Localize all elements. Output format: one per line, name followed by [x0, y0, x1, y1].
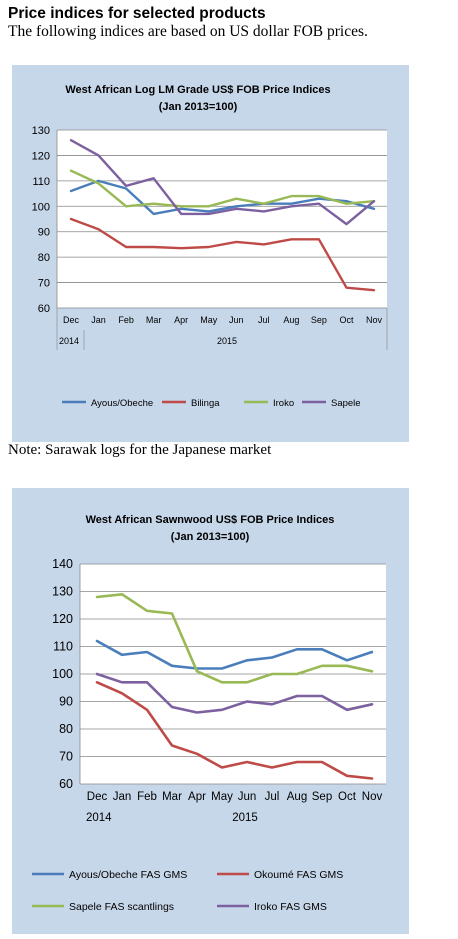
- y-tick-label: 120: [32, 150, 50, 162]
- plot-area: [57, 130, 387, 308]
- legend-label: Iroko FAS GMS: [254, 901, 327, 913]
- x-tick-label: Apr: [174, 315, 188, 325]
- chart-title: West African Sawnwood US$ FOB Price Indi…: [86, 514, 335, 526]
- year-label: 2015: [217, 336, 237, 346]
- x-tick-label: Jul: [265, 791, 280, 803]
- page-subtitle: The following indices are based on US do…: [8, 23, 368, 40]
- legend-label: Bilinga: [191, 398, 220, 409]
- x-tick-label: Oct: [339, 315, 354, 325]
- x-tick-label: Sep: [311, 315, 327, 325]
- year-label: 2015: [232, 812, 258, 824]
- log-price-chart: West African Log LM Grade US$ FOB Price …: [32, 84, 388, 409]
- x-tick-label: Mar: [162, 791, 182, 803]
- x-tick-label: Aug: [287, 791, 307, 803]
- series-line: [69, 217, 376, 292]
- y-tick-label: 80: [59, 722, 73, 736]
- y-tick-label: 90: [38, 227, 50, 239]
- y-tick-label: 90: [59, 695, 73, 709]
- page-title: Price indices for selected products: [8, 5, 266, 22]
- x-tick-label: Dec: [63, 315, 80, 325]
- y-tick-label: 60: [38, 303, 50, 315]
- x-tick-label: Jun: [238, 791, 257, 803]
- x-tick-label: May: [211, 791, 233, 803]
- x-tick-label: Aug: [283, 315, 299, 325]
- x-tick-label: Feb: [118, 315, 134, 325]
- y-tick-label: 120: [52, 612, 73, 626]
- sawnwood-price-chart: West African Sawnwood US$ FOB Price Indi…: [32, 514, 386, 913]
- year-label: 2014: [86, 812, 112, 824]
- x-tick-label: Oct: [338, 791, 357, 803]
- chart-title: West African Log LM Grade US$ FOB Price …: [65, 84, 330, 96]
- x-tick-label: Apr: [188, 791, 206, 803]
- legend-label: Iroko: [273, 398, 294, 409]
- y-tick-label: 100: [32, 201, 50, 213]
- series-line: [69, 179, 376, 216]
- series-line: [69, 138, 376, 226]
- sawnwood-price-chart-panel: West African Sawnwood US$ FOB Price Indi…: [12, 488, 409, 934]
- series-line: [95, 681, 374, 780]
- legend-label: Ayous/Obeche FAS GMS: [69, 869, 187, 881]
- x-tick-label: Nov: [362, 791, 383, 803]
- y-tick-label: 130: [52, 585, 73, 599]
- log-price-chart-panel: West African Log LM Grade US$ FOB Price …: [12, 65, 409, 442]
- series-line: [95, 672, 374, 714]
- x-tick-label: Mar: [146, 315, 162, 325]
- legend-label: Sapele FAS scantlings: [69, 901, 174, 913]
- series-line: [95, 639, 374, 670]
- x-tick-label: Jan: [113, 791, 132, 803]
- legend-label: Sapele: [331, 398, 361, 409]
- x-tick-label: Jun: [229, 315, 244, 325]
- x-tick-label: Jul: [258, 315, 270, 325]
- chart-note: Note: Sarawak logs for the Japanese mark…: [8, 442, 272, 458]
- legend-label: Okoumé FAS GMS: [254, 869, 343, 881]
- chart-subtitle: (Jan 2013=100): [171, 531, 250, 543]
- x-tick-label: Sep: [312, 791, 332, 803]
- y-tick-label: 70: [38, 278, 50, 290]
- y-tick-label: 110: [32, 176, 50, 188]
- y-tick-label: 60: [59, 777, 73, 791]
- year-label: 2014: [59, 336, 79, 346]
- y-tick-label: 70: [59, 750, 73, 764]
- page-heading: Price indices for selected products The …: [8, 5, 453, 41]
- legend-label: Ayous/Obeche: [91, 398, 153, 409]
- x-tick-label: Nov: [366, 315, 383, 325]
- x-tick-label: May: [200, 315, 218, 325]
- x-tick-label: Jan: [91, 315, 106, 325]
- x-tick-label: Dec: [87, 791, 108, 803]
- y-tick-label: 110: [53, 640, 73, 654]
- x-tick-label: Feb: [137, 791, 157, 803]
- y-tick-label: 100: [52, 667, 73, 681]
- chart-subtitle: (Jan 2013=100): [159, 101, 238, 113]
- series-line: [69, 169, 376, 208]
- y-tick-label: 80: [38, 252, 50, 264]
- y-tick-label: 130: [32, 125, 50, 137]
- series-line: [95, 593, 374, 684]
- y-tick-label: 140: [52, 557, 73, 571]
